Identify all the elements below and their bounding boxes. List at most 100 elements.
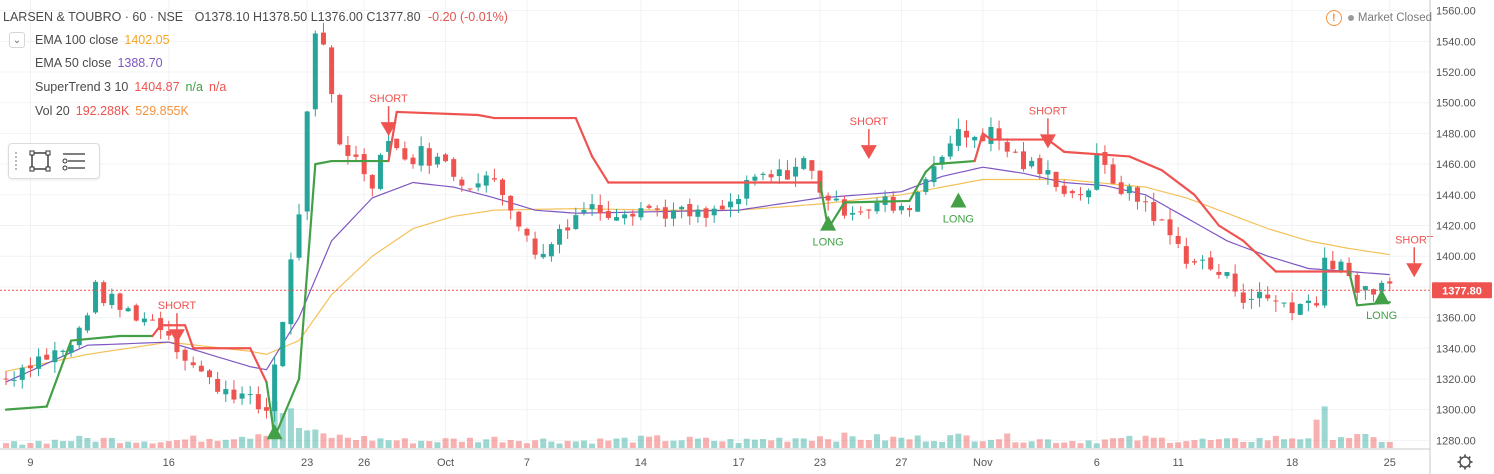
volume-bar bbox=[1248, 441, 1255, 448]
candle bbox=[589, 194, 595, 217]
gear-icon[interactable] bbox=[1457, 454, 1473, 470]
x-axis[interactable]: 9 16 23 26 Oct 7 14 17 23 27 Nov 6 11 18 25 bbox=[0, 448, 1473, 470]
volume-bar bbox=[540, 438, 547, 448]
candle-body bbox=[125, 308, 131, 312]
candle-body bbox=[1371, 289, 1377, 295]
symbol-title[interactable]: LARSEN & TOUBRO · 60 · NSE bbox=[3, 10, 184, 24]
volume-bar bbox=[247, 438, 254, 448]
candle bbox=[76, 326, 82, 350]
supertrend-segment bbox=[151, 324, 162, 338]
candle bbox=[337, 93, 343, 146]
candle bbox=[288, 252, 294, 335]
volume-bar bbox=[336, 434, 343, 448]
signal-short: SHORT bbox=[1395, 234, 1434, 278]
candle-body bbox=[312, 33, 318, 110]
volume-bar bbox=[133, 442, 140, 448]
candle bbox=[1004, 138, 1010, 158]
signal-short: SHORT bbox=[369, 93, 408, 137]
gear-tooth bbox=[1467, 464, 1471, 468]
volume-bar bbox=[1207, 440, 1214, 448]
drawing-tools-panel[interactable] bbox=[8, 143, 100, 179]
volume-bar bbox=[466, 437, 473, 448]
warning-icon[interactable]: ! bbox=[1325, 10, 1342, 26]
market-status[interactable]: ! Market Closed bbox=[1325, 10, 1432, 26]
volume-bar bbox=[190, 435, 197, 448]
short-arrow-icon bbox=[380, 122, 397, 137]
candle-body bbox=[923, 179, 929, 192]
object-tree-icon[interactable] bbox=[61, 148, 87, 174]
volume-bar bbox=[35, 440, 42, 448]
volume-bar bbox=[996, 439, 1003, 448]
candle bbox=[1175, 227, 1181, 249]
short-arrow-icon bbox=[860, 145, 877, 160]
signal-short: SHORT bbox=[850, 116, 888, 160]
candle bbox=[1183, 237, 1189, 269]
indicator-row[interactable]: ⌄ EMA 100 close 1402.05 bbox=[9, 30, 170, 50]
volume-bar bbox=[1264, 440, 1271, 448]
candle-body bbox=[52, 350, 58, 363]
long-arrow-icon bbox=[1373, 289, 1390, 305]
last-price-tag bbox=[1432, 282, 1492, 299]
candle bbox=[27, 357, 33, 378]
candle-body bbox=[1086, 190, 1092, 198]
indicator-row[interactable]: EMA 50 close 1388.70 bbox=[9, 53, 163, 73]
candle bbox=[866, 209, 872, 219]
volume-bar bbox=[125, 441, 132, 448]
candle bbox=[1305, 294, 1311, 312]
volume-bar bbox=[808, 440, 815, 448]
candle bbox=[1371, 288, 1377, 302]
candle bbox=[451, 157, 457, 182]
indicator-row[interactable]: Vol 20 192.288K 529.855K bbox=[9, 101, 189, 121]
volume-bar bbox=[296, 427, 303, 448]
volume-bar bbox=[458, 441, 465, 448]
volume-bar bbox=[11, 441, 18, 448]
candle bbox=[719, 199, 725, 211]
x-tick-label: 6 bbox=[1094, 457, 1100, 469]
candle bbox=[801, 156, 807, 171]
candle bbox=[1248, 288, 1254, 310]
drag-handle-icon[interactable] bbox=[15, 152, 19, 170]
candle-body bbox=[670, 210, 676, 219]
candle bbox=[207, 369, 212, 385]
indicator-row[interactable]: SuperTrend 3 10 1404.87 n/a n/a bbox=[9, 77, 226, 97]
candle-body bbox=[1012, 151, 1018, 153]
volume-bar bbox=[1167, 443, 1174, 448]
volume-bar bbox=[711, 440, 718, 448]
candle bbox=[736, 194, 742, 213]
volume-bar bbox=[597, 438, 604, 448]
candle-body bbox=[1191, 261, 1197, 263]
candle-body bbox=[727, 201, 733, 208]
candle bbox=[1387, 277, 1393, 292]
volume-bar bbox=[963, 435, 970, 448]
x-tick-label: 18 bbox=[1286, 457, 1298, 469]
candle-body bbox=[402, 148, 408, 160]
volume-bar bbox=[515, 441, 522, 448]
chart-grid bbox=[0, 0, 1430, 448]
volume-bar bbox=[1378, 442, 1385, 448]
candle bbox=[190, 356, 196, 368]
supertrend-segment bbox=[477, 113, 496, 120]
candle bbox=[1077, 187, 1083, 201]
volume-bar bbox=[1297, 439, 1304, 448]
candle bbox=[1362, 285, 1368, 300]
chevron-down-icon[interactable]: ⌄ bbox=[9, 32, 25, 48]
candle bbox=[1208, 250, 1214, 271]
candle bbox=[44, 348, 50, 361]
candle-body bbox=[841, 199, 847, 216]
y-axis[interactable]: 1280.001300.001320.001340.001360.001380.… bbox=[1429, 0, 1492, 474]
y-tick-label: 1460.00 bbox=[1436, 159, 1476, 171]
volume-bar bbox=[1232, 438, 1239, 448]
candle-body bbox=[500, 179, 506, 196]
signal-label: SHORT bbox=[369, 93, 408, 105]
volume-bar bbox=[1012, 442, 1019, 448]
volume-bars bbox=[3, 400, 1393, 448]
candle bbox=[402, 141, 408, 161]
candle bbox=[141, 312, 147, 326]
candle bbox=[557, 224, 563, 254]
candle-body bbox=[646, 205, 652, 208]
x-tick-label: 16 bbox=[163, 457, 175, 469]
volume-bar bbox=[532, 440, 539, 448]
rectangle-select-icon[interactable] bbox=[27, 148, 53, 174]
indicator-name: EMA 100 close bbox=[35, 33, 119, 47]
